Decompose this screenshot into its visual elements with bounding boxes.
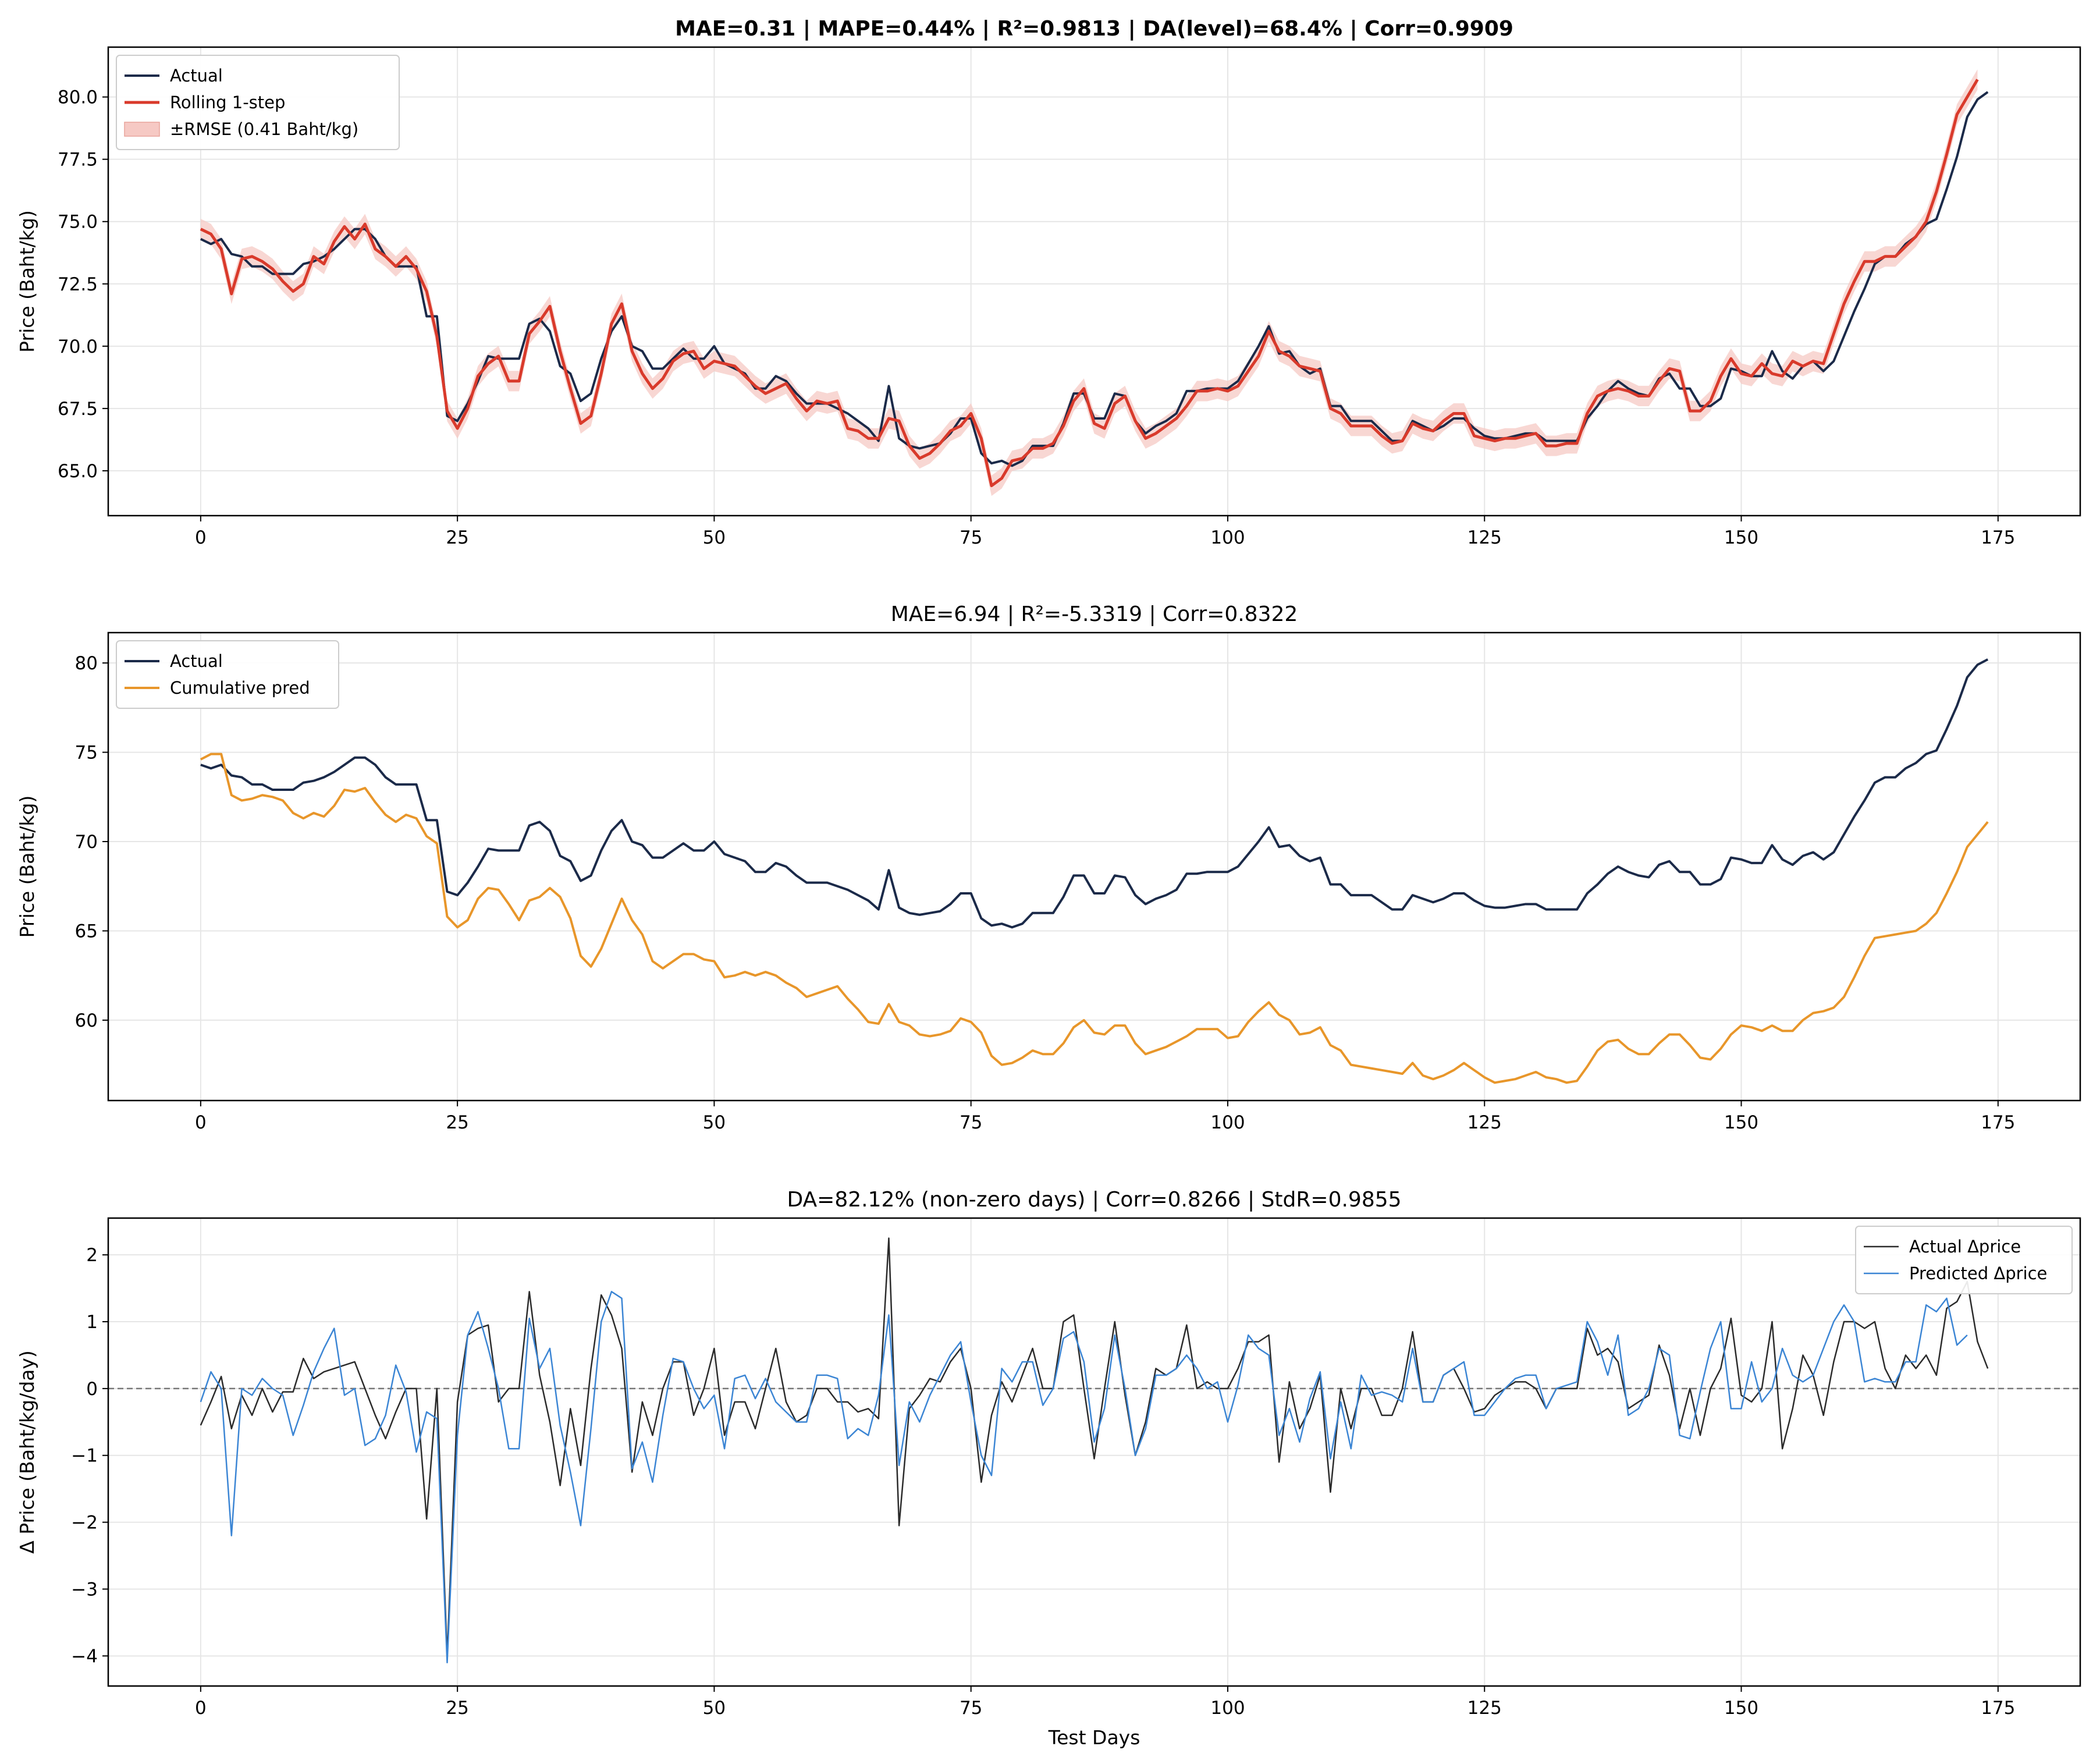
legend-label: Rolling 1-step (170, 93, 285, 112)
x-tick-label: 75 (960, 1698, 982, 1719)
series-points-predicted-price (200, 1291, 1967, 1663)
legend-label: Actual (170, 651, 223, 671)
panel-cumulative-forecast: 0 25 50 75 100 125 150 175 60 65 70 75 80 MAE=6.94 | … (16, 602, 2081, 1133)
axes-frame (107, 1217, 2081, 1687)
x-tick-label: 75 (960, 1112, 982, 1133)
series-points-rolling-1-step (200, 79, 1978, 486)
legend: Actual Cumulative pred (116, 640, 339, 709)
y-tick-label: −3 (71, 1579, 98, 1600)
x-tick-label: 100 (1210, 527, 1245, 548)
legend-box (116, 640, 339, 709)
legend-box (116, 55, 400, 150)
legend-box (1855, 1226, 2073, 1294)
y-tick-label: 2 (86, 1245, 98, 1266)
x-tick-label: 75 (960, 527, 982, 548)
panel-rolling-forecast: 0 25 50 75 100 125 150 175 65.0 67.5 70.0 72.5 75.0 7… (16, 17, 2081, 548)
y-tick-label: 80.0 (58, 87, 98, 108)
legend-label: Actual (170, 66, 223, 86)
axes-frame (107, 46, 2081, 517)
panel-delta-price: 0 25 50 75 100 125 150 175 −4 −3 −2 −1 0 1 2 DA=82.12% … (16, 1188, 2081, 1749)
x-tick-label: 100 (1210, 1698, 1245, 1719)
x-tick-label: 125 (1467, 1112, 1502, 1133)
x-tick-label: 0 (195, 1112, 207, 1133)
x-tick-label: 150 (1724, 1698, 1758, 1719)
y-tick-label: 70 (75, 832, 98, 853)
x-tick-label: 100 (1210, 1112, 1245, 1133)
y-axis-label: Price (Baht/kg) (16, 210, 38, 353)
series-points-actual (200, 659, 1988, 928)
chart-title: MAE=0.31 | MAPE=0.44% | R²=0.9813 | DA(l… (675, 17, 1513, 41)
legend-swatch-band (124, 122, 160, 137)
x-tick-label: 125 (1467, 527, 1502, 548)
plot-area (200, 69, 1989, 496)
x-tick-label: 175 (1981, 527, 2015, 548)
x-tick-label: 175 (1981, 1112, 2015, 1133)
y-tick-label: −2 (71, 1513, 98, 1534)
legend-label: ±RMSE (0.41 Baht/kg) (170, 119, 358, 139)
plot-area (200, 658, 1989, 1084)
legend: Actual Δprice Predicted Δprice (1855, 1226, 2073, 1294)
y-tick-label: 65 (75, 921, 98, 942)
legend-label: Cumulative pred (170, 678, 310, 698)
y-tick-label: −4 (71, 1646, 98, 1667)
x-tick-label: 125 (1467, 1698, 1502, 1719)
x-tick-label: 150 (1724, 1112, 1758, 1133)
legend-label: Predicted Δprice (1909, 1263, 2047, 1283)
series-points-cumulative-pred (200, 754, 1988, 1083)
y-tick-label: 60 (75, 1010, 98, 1031)
legend-label: Actual Δprice (1909, 1237, 2021, 1257)
x-tick-label: 0 (195, 527, 207, 548)
y-tick-label: 75 (75, 743, 98, 764)
chart-title: DA=82.12% (non-zero days) | Corr=0.8266 … (787, 1188, 1401, 1212)
chart-title: MAE=6.94 | R²=-5.3319 | Corr=0.8322 (891, 602, 1298, 626)
y-tick-label: 72.5 (58, 274, 98, 295)
y-axis-label: Price (Baht/kg) (16, 796, 38, 938)
x-tick-label: 175 (1981, 1698, 2015, 1719)
x-tick-label: 50 (703, 527, 726, 548)
x-tick-label: 25 (446, 1112, 468, 1133)
series-line-rolling-1-step (200, 79, 1979, 488)
x-tick-label: 25 (446, 1698, 468, 1719)
y-tick-label: 67.5 (58, 399, 98, 420)
y-tick-label: 0 (86, 1379, 98, 1400)
y-tick-label: 77.5 (58, 150, 98, 171)
axes-frame (107, 631, 2081, 1102)
x-tick-label: 50 (703, 1112, 726, 1133)
y-tick-label: 70.0 (58, 336, 98, 357)
y-tick-label: 65.0 (58, 461, 98, 482)
x-tick-label: 0 (195, 1698, 207, 1719)
y-axis-label: Δ Price (Baht/kg/day) (16, 1350, 38, 1554)
plot-area (108, 1237, 2080, 1664)
legend: Actual Rolling 1-step ±RMSE (0.41 Baht/kg) (116, 55, 400, 150)
y-tick-label: 75.0 (58, 212, 98, 233)
x-axis-label: Test Days (1048, 1726, 1140, 1749)
y-tick-label: 80 (75, 653, 98, 674)
x-tick-label: 25 (446, 527, 468, 548)
y-tick-label: −1 (71, 1446, 98, 1467)
x-tick-label: 50 (703, 1698, 726, 1719)
y-tick-label: 1 (86, 1312, 98, 1333)
x-tick-label: 150 (1724, 527, 1758, 548)
